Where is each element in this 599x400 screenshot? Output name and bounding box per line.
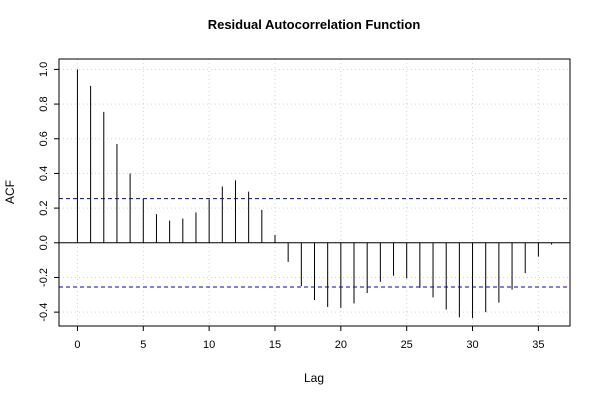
y-tick-label: 0.2: [38, 200, 50, 215]
plot-frame: [58, 58, 571, 327]
x-tick-label: 10: [203, 339, 215, 351]
y-axis-label: ACF: [3, 180, 17, 204]
x-tick-label: 35: [532, 339, 544, 351]
x-tick-label: 5: [140, 339, 146, 351]
y-tick-label: 1.0: [38, 62, 50, 77]
bars-layer: [59, 69, 570, 319]
x-tick-label: 0: [74, 339, 80, 351]
y-tick-label: 0.4: [38, 166, 50, 181]
chart-title: Residual Autocorrelation Function: [208, 17, 421, 32]
x-tick-label: 30: [466, 339, 478, 351]
x-tick-label: 20: [335, 339, 347, 351]
y-tick-label: -0.2: [38, 268, 50, 287]
x-axis: 0 5 10 15 20 25 30 35: [74, 326, 545, 351]
y-tick-label: 0.0: [38, 235, 50, 250]
y-tick-label: -0.4: [38, 303, 50, 322]
y-tick-label: 0.6: [38, 131, 50, 146]
y-axis: -0.4 -0.2 0.0 0.2 0.4 0.6 0.8 1.0: [38, 62, 59, 322]
x-axis-label: Lag: [304, 371, 324, 385]
x-tick-label: 25: [401, 339, 413, 351]
confidence-bounds-layer: [59, 198, 570, 288]
y-tick-label: 0.8: [38, 96, 50, 111]
x-tick-label: 15: [269, 339, 281, 351]
